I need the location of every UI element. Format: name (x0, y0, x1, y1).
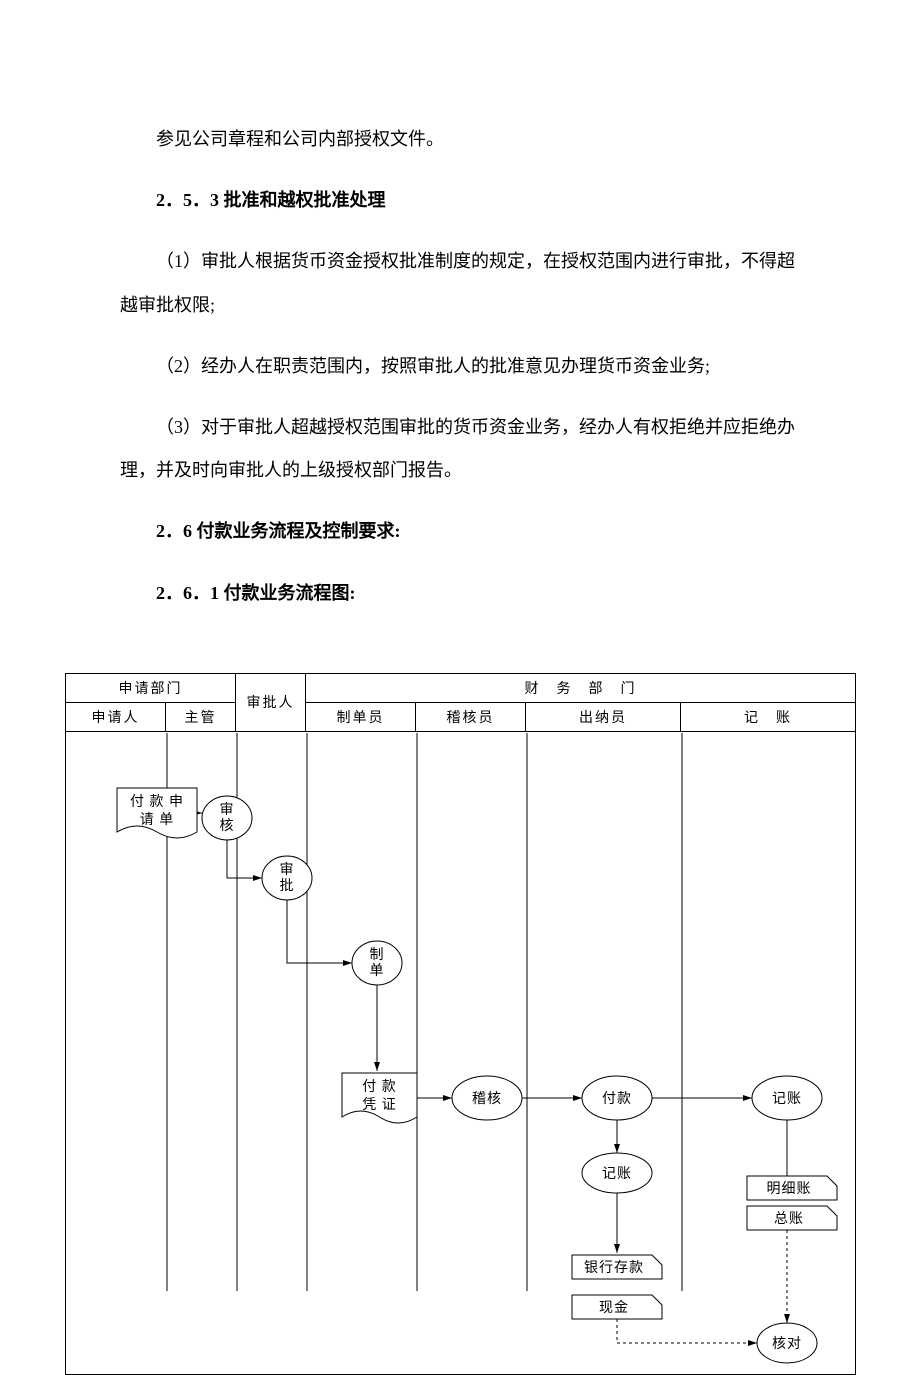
svg-text:现金: 现金 (599, 1300, 629, 1316)
heading-261: 2．6．1 付款业务流程图: (120, 572, 800, 615)
paragraph: （3）对于审批人超越授权范围审批的货币资金业务，经办人有权拒绝并应拒绝办理，并及… (120, 406, 800, 492)
svg-text:付 款 申: 付 款 申 (130, 794, 184, 810)
svg-text:银行存款: 银行存款 (584, 1260, 644, 1276)
svg-container: 付 款 申请 单审核审批制单付 款凭 证稽核付款记账记账银行存款现金明细账总账核… (67, 733, 857, 1373)
hdr-approver: 审批人 (236, 673, 306, 731)
svg-text:付 款: 付 款 (362, 1079, 397, 1095)
heading-253: 2．5．3 批准和越权批准处理 (120, 179, 800, 222)
svg-text:单: 单 (370, 963, 385, 979)
flowchart-svg: 付 款 申请 单审核审批制单付 款凭 证稽核付款记账记账银行存款现金明细账总账核… (67, 733, 857, 1373)
flowchart-container: 申请部门 审批人 财 务 部 门 申请人 主管 制单员 稽核员 出纳员 记 账 (65, 673, 855, 1375)
svg-text:制: 制 (370, 947, 385, 963)
hdr-applicant: 申请人 (66, 702, 166, 731)
hdr-preparer: 制单员 (306, 702, 416, 731)
paragraph: （1）审批人根据货币资金授权批准制度的规定，在授权范围内进行审批，不得超越审批权… (120, 240, 800, 326)
hdr-finance-dept: 财 务 部 门 (306, 673, 856, 702)
hdr-apply-dept: 申请部门 (66, 673, 236, 702)
svg-text:核对: 核对 (772, 1336, 802, 1352)
flowchart-header-table: 申请部门 审批人 财 务 部 门 申请人 主管 制单员 稽核员 出纳员 记 账 (65, 673, 856, 1375)
svg-text:凭 证: 凭 证 (362, 1097, 397, 1113)
svg-text:核: 核 (220, 818, 235, 834)
svg-text:记账: 记账 (602, 1166, 632, 1182)
svg-text:付款: 付款 (602, 1091, 632, 1107)
paragraph: （2）经办人在职责范围内，按照审批人的批准意见办理货币资金业务; (120, 345, 800, 388)
hdr-bookkeeper: 记 账 (681, 702, 856, 731)
heading-26: 2．6 付款业务流程及控制要求: (120, 510, 800, 553)
svg-text:审: 审 (220, 802, 235, 818)
svg-text:审: 审 (280, 862, 295, 878)
hdr-auditor: 稽核员 (416, 702, 526, 731)
svg-text:明细账: 明细账 (767, 1181, 812, 1197)
svg-text:总账: 总账 (774, 1211, 804, 1227)
hdr-supervisor: 主管 (166, 702, 236, 731)
paragraph: 参见公司章程和公司内部授权文件。 (120, 118, 800, 161)
svg-text:请 单: 请 单 (140, 812, 175, 828)
svg-text:批: 批 (280, 878, 295, 894)
svg-text:记账: 记账 (772, 1091, 802, 1107)
hdr-cashier: 出纳员 (526, 702, 681, 731)
document-body: 参见公司章程和公司内部授权文件。 2．5．3 批准和越权批准处理 （1）审批人根… (0, 0, 920, 673)
flowchart-body-cell: 付 款 申请 单审核审批制单付 款凭 证稽核付款记账记账银行存款现金明细账总账核… (66, 731, 856, 1374)
svg-text:稽核: 稽核 (472, 1091, 502, 1107)
